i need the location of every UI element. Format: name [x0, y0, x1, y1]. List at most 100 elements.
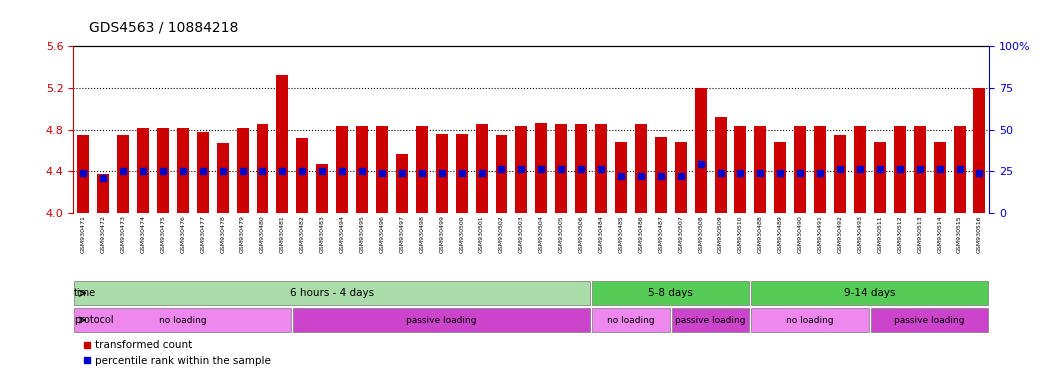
Bar — [336, 126, 348, 213]
Point — [811, 170, 828, 177]
Text: GSM930473: GSM930473 — [120, 215, 126, 253]
Text: GSM930493: GSM930493 — [857, 215, 863, 253]
Bar — [276, 75, 288, 213]
Point — [891, 166, 908, 172]
Point — [254, 168, 271, 174]
Point — [274, 168, 291, 174]
Text: GSM930508: GSM930508 — [698, 215, 704, 253]
Text: GSM930509: GSM930509 — [718, 215, 723, 253]
Bar — [674, 142, 687, 213]
Bar — [775, 142, 786, 213]
Bar — [475, 124, 488, 213]
Bar — [714, 117, 727, 213]
Text: GSM930486: GSM930486 — [639, 215, 644, 253]
Bar — [752, 281, 988, 305]
Bar — [74, 281, 591, 305]
Bar — [117, 135, 129, 213]
Point — [493, 166, 510, 172]
Bar — [356, 126, 369, 213]
Text: time: time — [73, 288, 96, 298]
Text: protocol: protocol — [73, 315, 113, 325]
Point — [374, 170, 391, 177]
Point — [971, 170, 987, 177]
Point — [692, 161, 709, 167]
Legend: transformed count, percentile rank within the sample: transformed count, percentile rank withi… — [79, 336, 275, 370]
Point — [831, 166, 848, 172]
Text: GSM930485: GSM930485 — [619, 215, 623, 253]
Bar — [752, 308, 869, 332]
Point — [334, 168, 351, 174]
Text: GSM930492: GSM930492 — [838, 215, 843, 253]
Text: GSM930484: GSM930484 — [599, 215, 603, 253]
Bar — [634, 124, 647, 213]
Text: GSM930478: GSM930478 — [220, 215, 225, 253]
Point — [533, 166, 550, 172]
Bar — [834, 135, 846, 213]
Point — [414, 170, 430, 177]
Text: GSM930489: GSM930489 — [778, 215, 783, 253]
Bar — [157, 127, 169, 213]
Text: GSM930475: GSM930475 — [160, 215, 165, 253]
Text: GSM930498: GSM930498 — [419, 215, 424, 253]
Bar — [296, 138, 308, 213]
Text: GSM930511: GSM930511 — [877, 215, 883, 253]
Bar — [197, 132, 208, 213]
Text: GSM930500: GSM930500 — [460, 215, 464, 253]
Text: GSM930502: GSM930502 — [499, 215, 504, 253]
Point — [672, 172, 689, 179]
Bar — [575, 124, 587, 213]
Point — [215, 168, 231, 174]
Point — [453, 170, 470, 177]
Point — [752, 170, 768, 177]
Point — [652, 172, 669, 179]
Text: GSM930515: GSM930515 — [957, 215, 962, 253]
Bar — [593, 308, 670, 332]
Text: GSM930471: GSM930471 — [81, 215, 86, 253]
Bar — [97, 174, 109, 213]
Bar — [854, 126, 866, 213]
Point — [95, 175, 112, 181]
Text: GSM930513: GSM930513 — [917, 215, 922, 253]
Bar — [535, 123, 548, 213]
Bar — [257, 124, 268, 213]
Text: 6 hours - 4 days: 6 hours - 4 days — [290, 288, 374, 298]
Point — [235, 168, 251, 174]
Text: GSM930499: GSM930499 — [440, 215, 444, 253]
Text: GSM930481: GSM930481 — [280, 215, 285, 253]
Point — [513, 166, 530, 172]
Bar — [694, 88, 707, 213]
Point — [593, 166, 609, 172]
Text: 5-8 days: 5-8 days — [648, 288, 693, 298]
Point — [632, 172, 649, 179]
Point — [294, 168, 311, 174]
Text: GSM930488: GSM930488 — [758, 215, 763, 253]
Bar — [416, 126, 428, 213]
Text: GSM930503: GSM930503 — [519, 215, 524, 253]
Bar — [954, 126, 965, 213]
Text: GSM930504: GSM930504 — [539, 215, 543, 253]
Point — [851, 166, 868, 172]
Text: GSM930505: GSM930505 — [559, 215, 563, 253]
Bar — [495, 135, 508, 213]
Text: GSM930476: GSM930476 — [180, 215, 185, 253]
Point — [473, 170, 490, 177]
Bar — [914, 126, 926, 213]
Bar — [934, 142, 945, 213]
Text: GSM930501: GSM930501 — [480, 215, 484, 253]
Bar — [177, 127, 188, 213]
Text: GSM930496: GSM930496 — [379, 215, 384, 253]
Bar — [217, 143, 228, 213]
Point — [732, 170, 749, 177]
Text: GSM930480: GSM930480 — [260, 215, 265, 253]
Bar — [515, 126, 528, 213]
Point — [612, 172, 629, 179]
Bar — [376, 126, 388, 213]
Bar — [74, 308, 291, 332]
Text: GSM930491: GSM930491 — [818, 215, 823, 253]
Bar — [436, 134, 448, 213]
Text: GSM930490: GSM930490 — [798, 215, 803, 253]
Text: GSM930497: GSM930497 — [399, 215, 404, 253]
Bar — [555, 124, 567, 213]
Text: GSM930514: GSM930514 — [937, 215, 942, 253]
Bar — [137, 127, 149, 213]
